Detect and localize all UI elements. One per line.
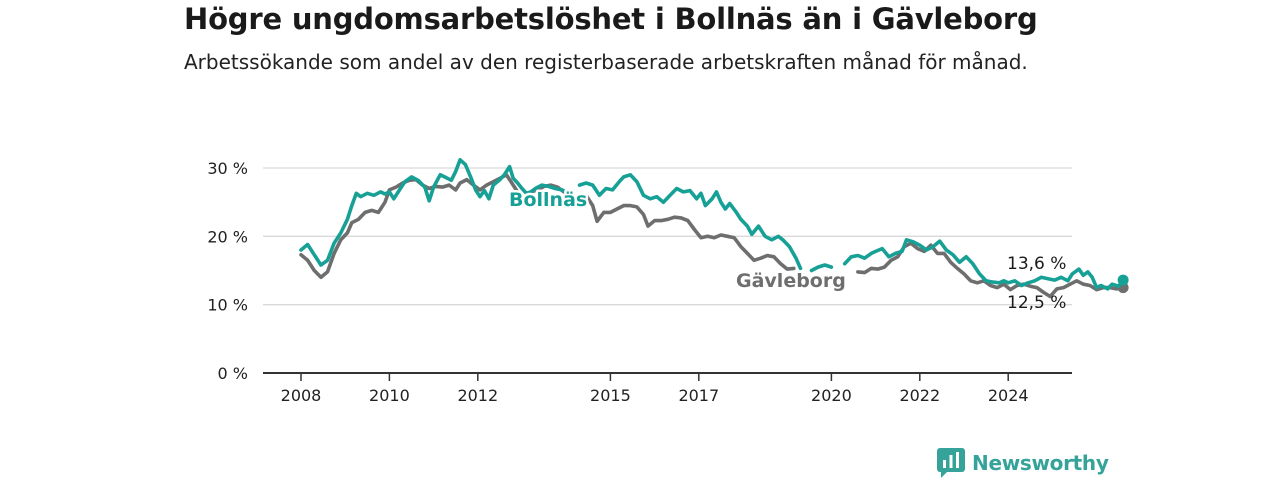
chart-title: Högre ungdomsarbetslöshet i Bollnäs än i… xyxy=(184,2,1038,36)
x-tick-label: 2012 xyxy=(457,386,498,405)
x-tick-label: 2017 xyxy=(678,386,719,405)
y-tick-label: 20 % xyxy=(207,227,248,246)
y-tick-label: 30 % xyxy=(207,159,248,178)
y-axis-tick-labels: 0 % 10 % 20 % 30 % xyxy=(207,159,248,383)
x-tick-label: 2024 xyxy=(988,386,1029,405)
series-label-bollnas: Bollnäs xyxy=(509,189,587,211)
y-tick-label: 10 % xyxy=(207,296,248,315)
x-tick-label: 2022 xyxy=(899,386,940,405)
end-value-label-gavleborg: 12,5 % xyxy=(1007,293,1066,313)
x-tick-label: 2008 xyxy=(281,386,322,405)
end-value-label-bollnas: 13,6 % xyxy=(1007,254,1066,274)
series-line-gavleborg xyxy=(299,173,1125,299)
y-tick-label: 0 % xyxy=(218,364,248,383)
x-axis: 2008 2010 2012 2015 2017 2020 2022 2024 xyxy=(263,372,1072,405)
brand-name: Newsworthy xyxy=(972,451,1109,475)
series-lines xyxy=(299,158,1129,299)
chart-subtitle: Arbetssökande som andel av den registerb… xyxy=(184,50,1028,74)
x-tick-label: 2015 xyxy=(590,386,631,405)
grid-lines xyxy=(263,167,1072,306)
newsworthy-brand: Newsworthy xyxy=(937,448,1109,478)
x-tick-label: 2010 xyxy=(369,386,410,405)
series-labels: Bollnäs Gävleborg 13,6 % 12,5 % xyxy=(507,187,1067,314)
x-tick-label: 2020 xyxy=(811,386,852,405)
series-label-gavleborg: Gävleborg xyxy=(736,270,846,292)
end-point-bollnas xyxy=(1117,274,1129,286)
series-line-bollnas xyxy=(299,158,1125,291)
bar-chart-logo-icon xyxy=(937,448,965,478)
